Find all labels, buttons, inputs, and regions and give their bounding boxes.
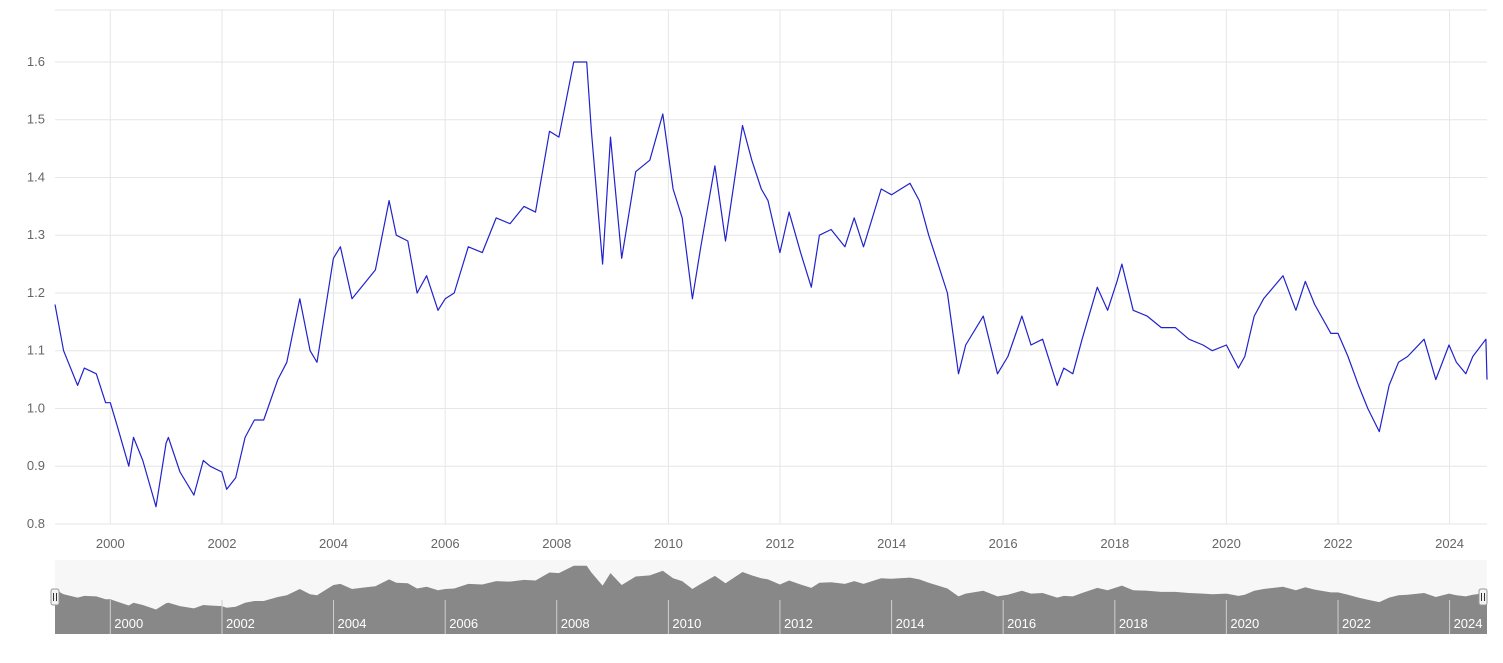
navigator-tick-label: 2022 — [1342, 616, 1371, 631]
x-tick-label: 2016 — [989, 536, 1018, 551]
y-axis-tick-labels: 0.8 0.9 1.0 1.1 1.2 1.3 1.4 1.5 1.6 — [27, 54, 45, 531]
x-tick-label: 2022 — [1324, 536, 1353, 551]
navigator-tick-label: 2000 — [114, 616, 143, 631]
x-tick-label: 2014 — [877, 536, 906, 551]
navigator-left-handle[interactable] — [50, 588, 60, 606]
x-tick-label: 2002 — [208, 536, 237, 551]
x-tick-label: 2024 — [1435, 536, 1464, 551]
x-tick-label: 2020 — [1212, 536, 1241, 551]
x-tick-label: 2000 — [96, 536, 125, 551]
x-tick-label: 2018 — [1100, 536, 1129, 551]
navigator-area — [55, 565, 1487, 634]
navigator-tick-label: 2016 — [1007, 616, 1036, 631]
y-tick-label: 1.4 — [27, 169, 45, 184]
x-axis-tick-labels: 2000 2002 2004 2006 2008 2010 2012 2014 2016 2018… — [96, 536, 1464, 551]
x-tick-label: 2008 — [542, 536, 571, 551]
navigator-tick-label: 2002 — [226, 616, 255, 631]
navigator-right-handle[interactable] — [1478, 588, 1488, 606]
plot-area[interactable] — [54, 61, 1488, 508]
navigator-tick-label: 2024 — [1454, 616, 1483, 631]
x-tick-label: 2006 — [431, 536, 460, 551]
navigator-tick-label: 2014 — [896, 616, 925, 631]
navigator-tick-label: 2004 — [338, 616, 367, 631]
x-tick-label: 2010 — [654, 536, 683, 551]
series-line — [54, 61, 1488, 508]
x-tick-label: 2004 — [319, 536, 348, 551]
navigator-tick-label: 2018 — [1119, 616, 1148, 631]
y-tick-label: 1.3 — [27, 227, 45, 242]
y-tick-label: 0.8 — [27, 516, 45, 531]
navigator-tick-label: 2008 — [561, 616, 590, 631]
navigator-tick-labels: 2000 2002 2004 2006 2008 2010 2012 2014 2016 2018… — [109, 600, 1483, 634]
x-tick-label: 2012 — [765, 536, 794, 551]
navigator-tick-label: 2010 — [672, 616, 701, 631]
y-tick-label: 1.0 — [27, 400, 45, 415]
navigator-tick-label: 2006 — [449, 616, 478, 631]
navigator[interactable]: 2000 2002 2004 2006 2008 2010 2012 2014 2016 2018… — [50, 560, 1488, 634]
y-tick-label: 1.6 — [27, 54, 45, 69]
y-tick-label: 0.9 — [27, 458, 45, 473]
y-tick-label: 1.1 — [27, 343, 45, 358]
grid — [55, 9, 1487, 525]
y-tick-label: 1.2 — [27, 285, 45, 300]
navigator-tick-label: 2012 — [784, 616, 813, 631]
y-tick-label: 1.5 — [27, 112, 45, 127]
navigator-tick-label: 2020 — [1230, 616, 1259, 631]
